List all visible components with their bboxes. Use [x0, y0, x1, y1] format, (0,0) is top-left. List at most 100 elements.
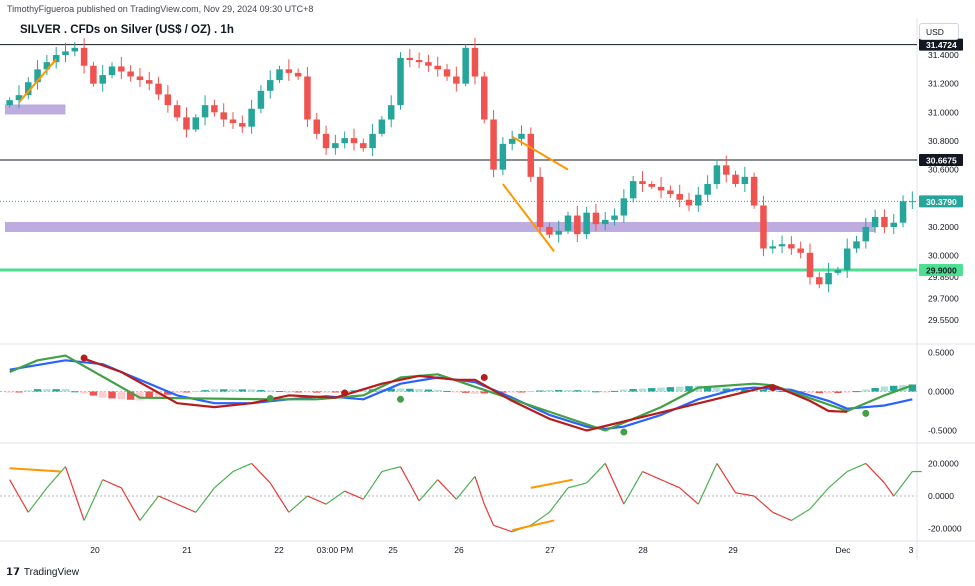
price-axis-tick: 29.8500	[928, 272, 959, 282]
oscillator-segment	[846, 468, 853, 473]
price-label-box	[919, 38, 963, 51]
candle-body	[369, 133, 376, 149]
oscillator-segment	[125, 495, 132, 505]
oscillator-segment	[134, 512, 141, 521]
oscillator-segment	[637, 471, 643, 480]
price-axis-tick: 31.4000	[928, 50, 959, 60]
oscillator-segment	[604, 463, 611, 474]
oscillator-segment	[614, 483, 620, 495]
candle-body	[490, 119, 497, 170]
oscillator-segment	[502, 528, 508, 531]
oscillator-segment	[27, 505, 34, 513]
oscillator-segment	[413, 492, 420, 502]
oscillator-segment	[330, 497, 336, 502]
macd-histogram-bar	[713, 387, 721, 392]
candle-body	[797, 248, 804, 253]
oscillator-segment	[395, 466, 401, 469]
macd-histogram-bar	[247, 389, 256, 392]
oscillator-segment	[391, 467, 397, 470]
macd-histogram-bar	[266, 390, 274, 392]
oscillator-segment	[120, 487, 127, 497]
candle-body	[750, 176, 758, 206]
macd-histogram-bar	[350, 390, 358, 392]
oscillator-segment	[544, 511, 550, 517]
candle-body	[378, 119, 386, 134]
oscillator-segment	[307, 495, 313, 499]
macd-histogram-bar	[554, 390, 563, 392]
macd-line-signal_line	[9, 359, 913, 430]
candle-body	[25, 82, 32, 96]
candle-body	[648, 183, 656, 187]
oscillator-segment	[828, 483, 834, 489]
oscillator-segment	[269, 482, 276, 491]
oscillator-segment	[711, 463, 718, 474]
currency-button[interactable]: USD	[919, 23, 959, 40]
orange-trendline	[511, 135, 569, 171]
candle-body	[853, 241, 860, 249]
macd-histogram-bar	[80, 391, 88, 394]
tradingview-logo[interactable]: 𝟭𝟳 TradingView	[6, 567, 79, 578]
oscillator-segment	[255, 467, 262, 474]
macd-histogram-bar	[61, 389, 70, 392]
oscillator-segment	[870, 467, 876, 474]
oscillator-segment	[716, 463, 723, 472]
oscillator-segment	[623, 495, 630, 505]
candle-body	[909, 201, 916, 203]
oscillator-segment	[860, 462, 867, 466]
oscillator-segment	[693, 499, 699, 505]
macd-histogram-bar	[648, 388, 656, 392]
candle-body	[313, 119, 321, 134]
oscillator-segment	[18, 495, 25, 505]
symbol-title[interactable]: SILVER . CFDs on Silver (US$ / OZ) . 1h	[20, 24, 234, 36]
oscillator-segment	[586, 477, 592, 484]
candle-body	[732, 174, 739, 184]
candle-body	[62, 51, 69, 55]
oscillator-segment	[800, 511, 806, 516]
oscillator-segment	[562, 487, 569, 495]
candle-body	[248, 108, 255, 127]
time-axis-tick: 20	[90, 545, 100, 555]
candle-body	[239, 123, 246, 127]
candle-body	[881, 216, 888, 227]
oscillator-segment	[242, 464, 248, 469]
oscillator-segment	[251, 462, 257, 469]
oscillator-segment	[483, 503, 490, 515]
oscillator-segment	[427, 484, 434, 491]
price-axis-tick: 30.0000	[928, 251, 959, 261]
candle-body	[276, 69, 283, 81]
candle-body	[43, 62, 51, 70]
tradingview-logo-icon: 𝟭𝟳	[6, 567, 20, 578]
macd-histogram-bar	[24, 390, 32, 392]
time-axis-tick: 22	[274, 545, 284, 555]
macd-histogram-bar	[173, 391, 181, 393]
oscillator-segment	[158, 495, 164, 499]
candle-body	[629, 181, 637, 199]
oscillator-segment	[83, 510, 90, 521]
oscillator-segment	[642, 471, 648, 475]
macd-histogram-bar	[471, 391, 479, 394]
oscillator-segment	[64, 466, 71, 481]
oscillator-segment	[791, 517, 797, 521]
macd-cross-point	[769, 384, 777, 392]
macd-histogram-bar	[313, 391, 321, 393]
oscillator-segment	[213, 483, 220, 489]
oscillator-segment	[674, 485, 680, 489]
oscillator-segment	[69, 479, 76, 494]
time-axis-tick: Dec	[835, 545, 851, 555]
macd-cross-point	[80, 354, 88, 362]
oscillator-segment	[535, 518, 541, 523]
price-label-box	[919, 153, 963, 166]
candle-body	[257, 90, 265, 109]
oscillator-segment	[107, 481, 113, 485]
oscillator-segment	[656, 477, 662, 481]
candle-body	[434, 65, 441, 70]
candle-body	[871, 216, 879, 227]
time-axis-tick: 26	[454, 545, 464, 555]
macd-histogram-bar	[610, 390, 619, 392]
oscillator-segment	[474, 476, 481, 491]
macd-histogram-bar	[666, 387, 675, 392]
oscillator-segment	[23, 503, 29, 513]
candle-body	[415, 60, 423, 63]
time-axis-tick: 29	[728, 545, 738, 555]
